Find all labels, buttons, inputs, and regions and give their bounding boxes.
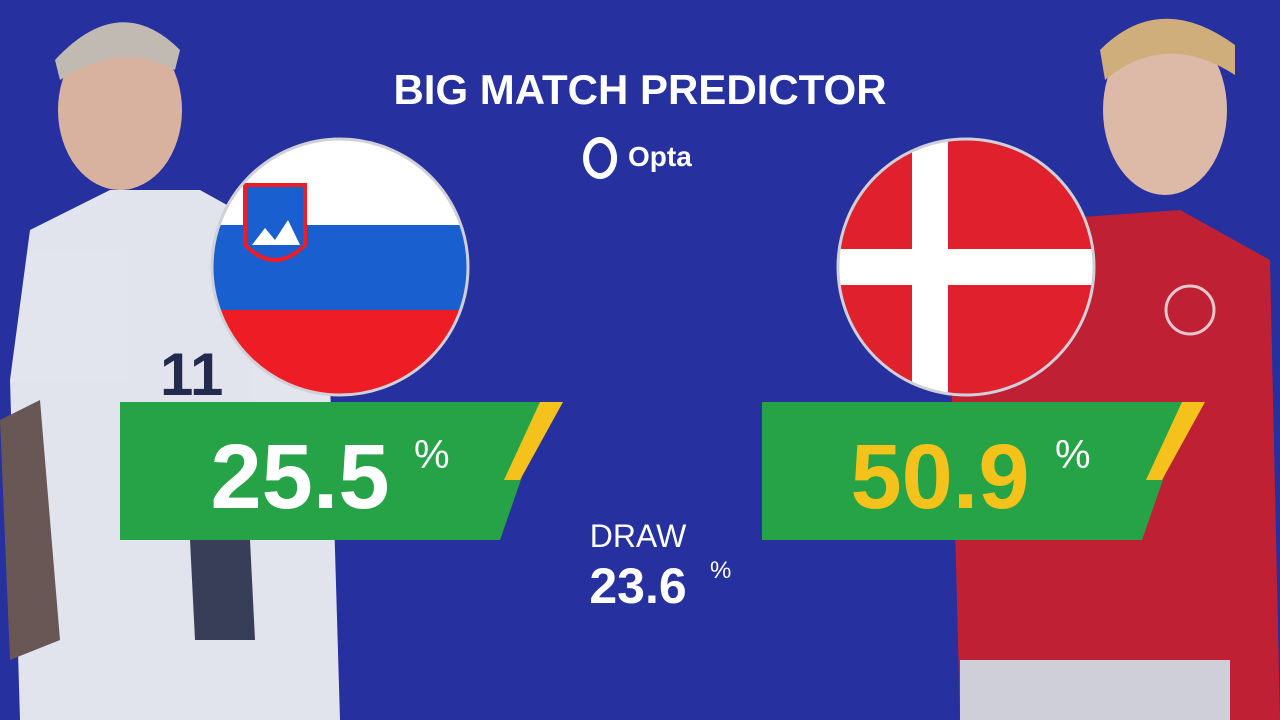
away-probability: 50.9 bbox=[850, 426, 1029, 528]
draw-label: DRAW bbox=[590, 518, 687, 554]
title: BIG MATCH PREDICTOR bbox=[393, 66, 886, 113]
brand: Opta bbox=[628, 141, 692, 172]
away-unit: % bbox=[1055, 433, 1091, 477]
draw-probability: 23.6 bbox=[589, 558, 686, 614]
home-probability: 25.5 bbox=[210, 426, 389, 528]
home-panel bbox=[120, 402, 563, 540]
home-unit: % bbox=[414, 433, 450, 477]
svg-text:11: 11 bbox=[160, 341, 223, 408]
away-flag bbox=[836, 137, 1096, 397]
draw-unit: % bbox=[710, 557, 731, 584]
brand-logo bbox=[583, 137, 618, 179]
away-panel bbox=[762, 402, 1205, 540]
